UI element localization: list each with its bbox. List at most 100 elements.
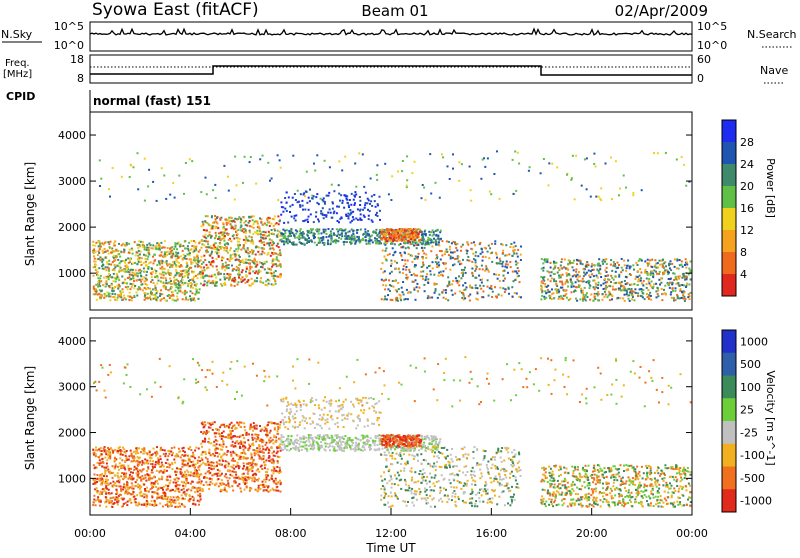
data-cell: [635, 262, 637, 264]
data-cell: [456, 249, 458, 251]
data-cell: [197, 277, 199, 279]
data-cell: [145, 480, 147, 482]
data-cell: [543, 267, 545, 269]
data-cell: [515, 261, 517, 263]
data-cell: [141, 264, 143, 266]
data-cell: [405, 231, 407, 233]
data-cell: [229, 249, 231, 251]
data-cell: [113, 242, 115, 244]
data-cell: [167, 459, 169, 461]
data-cell: [163, 297, 165, 299]
data-cell: [165, 484, 167, 486]
data-cell: [95, 242, 97, 244]
data-cell: [287, 240, 289, 242]
data-cell: [176, 488, 178, 490]
data-cell: [260, 277, 262, 279]
data-cell: [145, 461, 147, 463]
data-cell: [385, 285, 387, 287]
data-cell: [152, 472, 154, 474]
data-cell: [122, 488, 124, 490]
data-cell: [194, 450, 196, 452]
data-cell: [685, 267, 687, 269]
data-cell: [118, 284, 120, 286]
data-cell: [98, 456, 100, 458]
data-cell: [354, 163, 356, 165]
data-cell: [270, 248, 272, 250]
data-cell: [270, 269, 272, 271]
data-cell: [624, 264, 626, 266]
data-cell: [164, 469, 166, 471]
data-cell: [439, 250, 441, 252]
data-cell: [97, 280, 99, 282]
data-cell: [182, 258, 184, 260]
data-cell: [405, 247, 407, 249]
data-cell: [553, 280, 555, 282]
data-cell: [462, 284, 464, 286]
data-cell: [129, 276, 131, 278]
data-cell: [504, 291, 506, 293]
data-cell: [306, 202, 308, 204]
data-cell: [209, 231, 211, 233]
data-cell: [113, 280, 115, 282]
data-cell: [247, 259, 249, 261]
data-cell: [541, 258, 543, 260]
data-cell: [144, 271, 146, 273]
data-cell: [407, 247, 409, 249]
data-cell: [144, 450, 146, 452]
data-cell: [169, 194, 171, 196]
data-cell: [105, 453, 107, 455]
data-cell: [170, 504, 172, 506]
data-cell: [593, 275, 595, 277]
data-cell: [99, 248, 101, 250]
data-cell: [114, 299, 116, 301]
data-cell: [562, 298, 564, 300]
data-cell: [551, 277, 553, 279]
data-cell: [358, 240, 360, 242]
data-cell: [411, 255, 413, 257]
data-cell: [298, 201, 300, 203]
data-cell: [147, 256, 149, 258]
data-cell: [462, 259, 464, 261]
data-cell: [615, 271, 617, 273]
data-cell: [567, 263, 569, 265]
data-cell: [504, 288, 506, 290]
data-cell: [663, 262, 665, 264]
data-cell: [164, 240, 166, 242]
data-cell: [248, 262, 250, 264]
data-cell: [597, 299, 599, 301]
data-cell: [438, 275, 440, 277]
data-cell: [136, 479, 138, 481]
data-cell: [675, 287, 677, 289]
data-cell: [277, 199, 279, 201]
data-cell: [185, 464, 187, 466]
data-cell: [262, 251, 264, 253]
data-cell: [331, 238, 333, 240]
data-cell: [434, 292, 436, 294]
data-cell: [631, 298, 633, 300]
data-cell: [170, 490, 172, 492]
data-cell: [235, 259, 237, 261]
data-cell: [95, 251, 97, 253]
data-cell: [598, 196, 600, 198]
data-cell: [544, 283, 546, 285]
data-cell: [184, 258, 186, 260]
data-cell: [106, 459, 108, 461]
data-cell: [263, 238, 265, 240]
data-cell: [456, 280, 458, 282]
data-cell: [113, 273, 115, 275]
data-cell: [588, 275, 590, 277]
data-cell: [556, 166, 558, 168]
data-cell: [395, 233, 397, 235]
data-cell: [149, 451, 151, 453]
data-cell: [118, 500, 120, 502]
data-cell: [374, 237, 376, 239]
data-cell: [187, 471, 189, 473]
data-cell: [324, 160, 326, 162]
data-cell: [380, 268, 382, 270]
data-cell: [318, 242, 320, 244]
data-cell: [396, 240, 398, 242]
data-cell: [600, 284, 602, 286]
data-cell: [97, 496, 99, 498]
data-cell: [151, 504, 153, 506]
data-cell: [174, 471, 176, 473]
